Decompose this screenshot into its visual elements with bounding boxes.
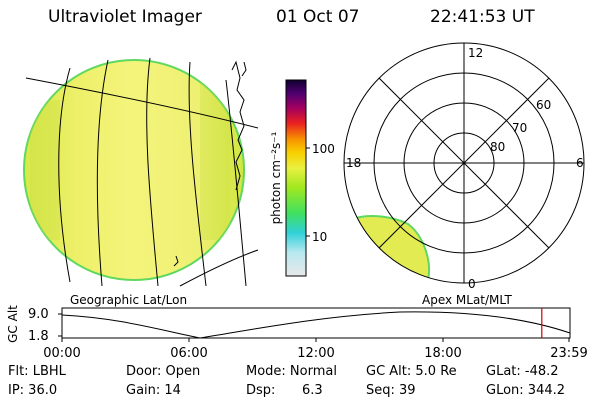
- meridian-line: [58, 67, 71, 283]
- meridian-line: [96, 59, 109, 287]
- dsp-status-value: 6.3: [302, 383, 323, 398]
- ip-status: IP: 36.0: [8, 383, 58, 398]
- coastline: [173, 60, 247, 267]
- colorbar: [285, 79, 310, 277]
- colorbar-scale: [285, 79, 307, 277]
- altitude-curve: [61, 311, 571, 339]
- mlt-label-18: 18: [346, 156, 362, 170]
- mlat-label-80: 80: [490, 140, 506, 154]
- meridian-line: [188, 61, 207, 287]
- polar-panel: [343, 42, 585, 284]
- earth-disk-image: [23, 59, 245, 281]
- altitude-xtick: 23:59: [550, 346, 588, 361]
- polar-diagonal: [378, 77, 550, 249]
- coastline-path: [241, 61, 247, 77]
- mlt-label-0: 0: [468, 277, 476, 291]
- meridian-line: [225, 79, 247, 287]
- glon-status: GLon: 344.2: [486, 383, 566, 398]
- mlt-label-6: 6: [576, 156, 584, 170]
- parallel-line: [25, 77, 259, 129]
- altitude-xtick: 12:00: [297, 346, 335, 361]
- colorbar-unit-label: photon cm⁻²s⁻¹: [269, 131, 283, 225]
- altitude-xtick: 06:00: [170, 346, 208, 361]
- geo-panel-label: Geographic Lat/Lon: [70, 293, 188, 307]
- colorbar-tick-label-100: 100: [312, 142, 335, 156]
- meridian-line: [146, 57, 159, 287]
- altitude-xtick: 18:00: [424, 346, 462, 361]
- parallel-line: [179, 249, 259, 287]
- geographic-panel: [23, 57, 260, 288]
- door-status: Door: Open: [126, 364, 201, 379]
- gain-status: Gain: 14: [126, 383, 181, 398]
- mode-status: Mode: Normal: [246, 364, 337, 379]
- gc-alt-status: GC Alt: 5.0 Re: [366, 364, 457, 379]
- glat-status: GLat: -48.2: [486, 364, 559, 379]
- geo-grid-lines: [25, 57, 259, 287]
- filter-status: Flt: LBHL: [8, 364, 66, 379]
- altitude-ytick-high: 9.0: [28, 307, 49, 322]
- altitude-xtick: 00:00: [43, 346, 81, 361]
- coastline-path: [231, 60, 245, 191]
- mlt-label-12: 12: [468, 46, 484, 60]
- altitude-ylabel: GC Alt: [6, 305, 20, 343]
- dsp-status-label: Dsp:: [246, 383, 276, 398]
- altitude-plot: [58, 307, 571, 342]
- mlat-label-70: 70: [512, 121, 528, 135]
- date-label: 01 Oct 07: [276, 7, 360, 27]
- colorbar-tick-label-10: 10: [312, 230, 328, 244]
- polar-panel-label: Apex MLat/MLT: [422, 293, 512, 307]
- seq-status: Seq: 39: [366, 383, 416, 398]
- time-label: 22:41:53 UT: [430, 7, 535, 27]
- mlat-label-60: 60: [536, 98, 552, 112]
- instrument-title: Ultraviolet Imager: [48, 7, 202, 27]
- altitude-ytick-low: 1.8: [28, 329, 49, 344]
- polar-grid: [343, 42, 585, 284]
- coastline-path: [173, 255, 179, 267]
- altitude-plot-frame: [61, 307, 571, 339]
